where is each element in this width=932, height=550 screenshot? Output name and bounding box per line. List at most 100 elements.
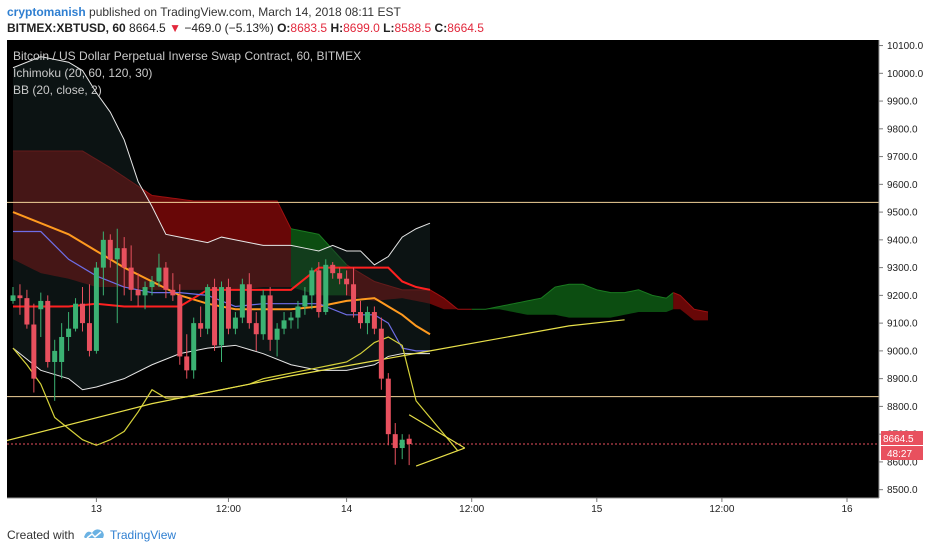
footer: Created with TradingView	[0, 522, 932, 550]
price-tick-label: 8800.0	[887, 402, 918, 413]
candle-body	[378, 328, 384, 379]
candle-body	[406, 438, 412, 445]
candle-body	[107, 239, 113, 260]
candle-body	[364, 312, 370, 324]
chart-header: cryptomanish published on TradingView.co…	[0, 0, 932, 40]
countdown-tag: 48:27	[887, 449, 912, 460]
price-tick-label: 8500.0	[887, 485, 918, 496]
high-value: 8699.0	[343, 21, 380, 35]
price-change: −469.0 (−5.13%)	[184, 21, 274, 35]
cloud-segment-2	[346, 264, 472, 310]
candle-body	[351, 284, 357, 313]
cloud-edge-1	[290, 228, 347, 266]
candle-body	[385, 378, 391, 435]
candles	[10, 228, 412, 466]
candle-body	[344, 278, 350, 285]
line-triangle-lower	[415, 447, 465, 467]
candle-body	[295, 306, 301, 318]
candle-body	[52, 350, 58, 362]
candle-body	[177, 295, 183, 357]
candle-body	[66, 328, 72, 338]
candle-body	[358, 312, 363, 324]
price-chart[interactable]: Bitcoin / US Dollar Perpetual Inverse Sw…	[7, 40, 925, 522]
candle-body	[198, 323, 204, 329]
price-tick-label: 9500.0	[887, 208, 918, 219]
candle-body	[337, 273, 343, 279]
candle-body	[281, 320, 287, 329]
time-axis-ticks: 13 12:00 14 12:00 15 12:00 16	[91, 498, 853, 515]
candle-body	[38, 300, 44, 310]
close-value: 8664.5	[447, 21, 484, 35]
time-tick-label: 13	[91, 504, 103, 515]
last-price-tag: 8664.5	[883, 434, 914, 445]
open-value: 8683.5	[290, 21, 328, 35]
created-with-text: Created with	[7, 528, 75, 542]
candle-body	[59, 337, 65, 362]
candle-body	[309, 270, 315, 296]
price-tick-label: 9000.0	[887, 346, 918, 357]
candle-body	[239, 284, 245, 318]
author-link[interactable]: cryptomanish	[7, 5, 86, 19]
legend-bb[interactable]: BB (20, close, 2)	[13, 83, 102, 97]
candle-body	[316, 270, 322, 313]
tradingview-logo-icon[interactable]	[82, 525, 106, 543]
price-tick-label: 9800.0	[887, 124, 918, 135]
candle-body	[170, 289, 176, 296]
candle-body	[302, 295, 308, 307]
line-trend-line	[7, 319, 625, 442]
candle-body	[260, 295, 266, 335]
candle-body	[288, 317, 294, 321]
time-tick-label: 15	[591, 504, 603, 515]
candle-body	[323, 264, 329, 313]
candle-body	[31, 324, 37, 379]
candle-body	[205, 287, 211, 329]
line-bb-lower	[12, 344, 430, 391]
low-value: 8588.5	[394, 21, 432, 35]
candle-body	[114, 248, 120, 260]
price-tick-label: 10000.0	[887, 69, 924, 80]
candle-body	[128, 267, 134, 290]
low-label: L:	[383, 21, 395, 35]
time-tick-label: 12:00	[459, 504, 484, 515]
price-tag: 8664.5 48:27	[881, 431, 923, 461]
chart-legend: Bitcoin / US Dollar Perpetual Inverse Sw…	[13, 49, 361, 97]
line-triangle-upper	[408, 414, 466, 449]
candle-body	[10, 295, 16, 301]
time-tick-label: 16	[841, 504, 853, 515]
candle-body	[267, 295, 273, 340]
candle-body	[149, 281, 155, 288]
candle-body	[219, 287, 224, 346]
legend-title: Bitcoin / US Dollar Perpetual Inverse Sw…	[13, 49, 361, 63]
tradingview-link[interactable]: TradingView	[110, 528, 177, 542]
countdown-tag-bg	[881, 446, 923, 461]
candle-body	[100, 239, 106, 268]
candle-body	[392, 434, 398, 449]
high-label: H:	[330, 21, 344, 35]
candle-body	[93, 267, 99, 351]
candle-body	[232, 317, 238, 329]
cloud-edge-4	[673, 292, 709, 313]
candle-body	[371, 312, 377, 329]
legend-ichimoku[interactable]: Ichimoku (20, 60, 120, 30)	[13, 66, 152, 80]
last-price-tag-bg	[881, 431, 923, 446]
down-arrow-icon: ▼	[169, 21, 181, 35]
publish-info: cryptomanish published on TradingView.co…	[7, 5, 401, 19]
candle-body	[399, 439, 405, 449]
price-tick-label: 8600.0	[887, 457, 918, 468]
cloud-edge-2	[346, 264, 472, 310]
horizontal-levels	[7, 201, 879, 445]
candle-body	[86, 323, 92, 351]
candle-body	[17, 295, 23, 299]
candle-body	[212, 287, 218, 346]
candle-body	[184, 356, 190, 371]
time-axis[interactable]	[7, 498, 879, 522]
price-tick-label: 9100.0	[887, 319, 918, 330]
chart-area[interactable]: Bitcoin / US Dollar Perpetual Inverse Sw…	[7, 40, 925, 522]
candle-body	[142, 287, 148, 296]
candle-body	[163, 267, 169, 290]
price-tick-label: 9900.0	[887, 97, 918, 108]
time-tick-label: 14	[341, 504, 353, 515]
candle-body	[225, 287, 231, 329]
symbol-label: BITMEX:XBTUSD, 60	[7, 21, 126, 35]
candle-body	[121, 248, 127, 268]
